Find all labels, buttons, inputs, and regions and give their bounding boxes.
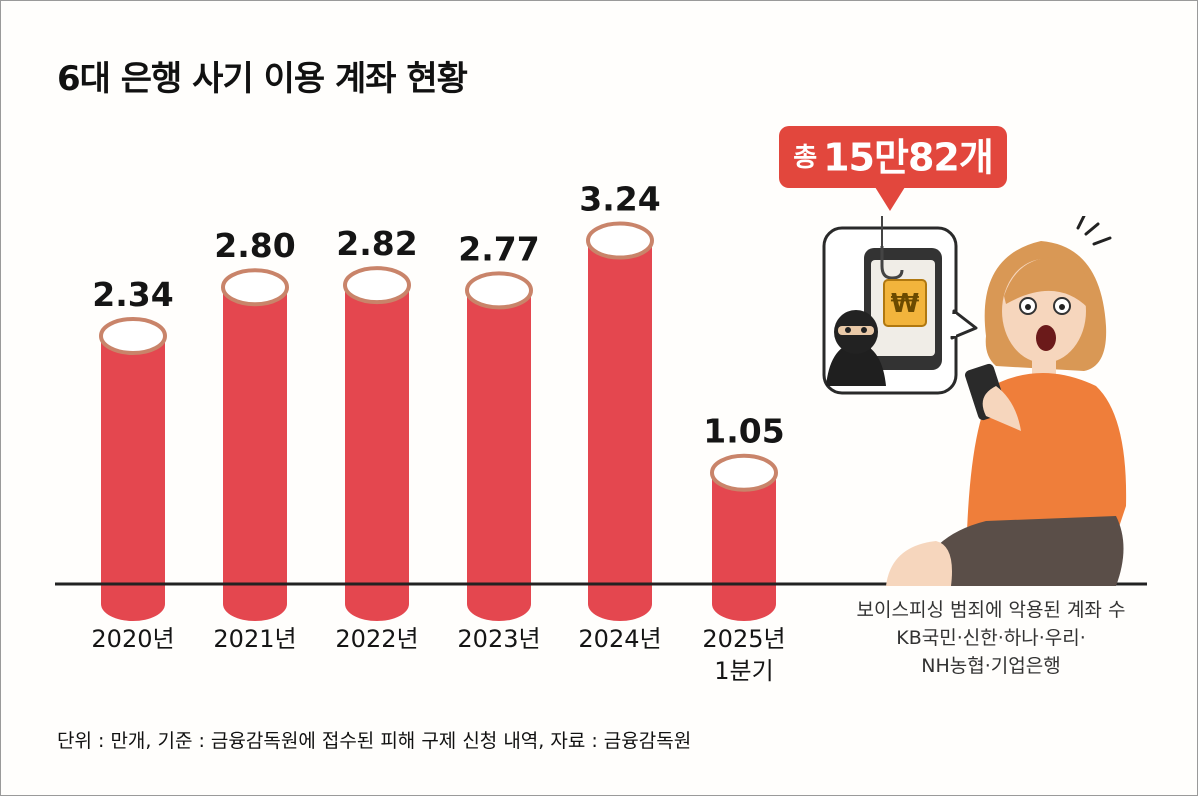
total-accounts-callout: 총 15만82개 <box>779 126 1007 188</box>
caption-line: NH농협·기업은행 <box>921 655 1061 677</box>
bar-value-label: 1.05 <box>703 412 784 451</box>
illustration-caption: 보이스피싱 범죄에 악용된 계좌 수 KB국민·신한·하나·우리· NH농협·기… <box>821 596 1161 680</box>
bar-cylinder-top <box>586 221 654 260</box>
won-sign-icon: ₩ <box>883 279 927 327</box>
bar-cylinder-top <box>99 316 167 355</box>
bar-cylinder-body <box>101 335 165 621</box>
surprised-woman-figure <box>886 216 1127 586</box>
bar-cylinder-top <box>710 453 778 492</box>
bar-cylinder-top <box>221 268 289 307</box>
callout-prefix: 총 <box>793 142 818 173</box>
callout-pointer <box>875 187 905 211</box>
svg-text:₩: ₩ <box>891 289 920 319</box>
caption-line: KB국민·신한·하나·우리· <box>896 627 1086 649</box>
x-axis-tick-label: 1분기 <box>714 657 773 685</box>
chart-title: 6대 은행 사기 이용 계좌 현황 <box>57 59 468 99</box>
caption-line: 보이스피싱 범죄에 악용된 계좌 수 <box>856 599 1126 621</box>
x-axis-tick-label: 2024년 <box>578 625 661 653</box>
bar-cylinder-top <box>343 266 411 305</box>
bar-value-label: 2.80 <box>214 226 295 265</box>
voice-phishing-illustration: ₩ <box>822 216 1127 586</box>
callout-value: 15만82개 <box>823 135 994 180</box>
x-axis-tick-label: 2022년 <box>335 625 418 653</box>
x-axis-tick-label: 2023년 <box>457 625 540 653</box>
masked-thief-icon <box>826 310 886 386</box>
bar-cylinder-body <box>712 472 776 621</box>
x-axis-tick-label: 2025년 <box>702 625 785 653</box>
bar-cylinder-top <box>465 271 533 310</box>
bar-cylinder-body <box>345 285 409 621</box>
x-axis-tick-label: 2021년 <box>213 625 296 653</box>
source-footnote: 단위 : 만개, 기준 : 금융감독원에 접수된 피해 구제 신청 내역, 자료… <box>57 730 692 752</box>
bar-cylinder-body <box>223 287 287 621</box>
fish-hook-icon <box>880 216 904 280</box>
bar-cylinder-body <box>467 290 531 621</box>
bar-value-label: 2.77 <box>458 229 539 268</box>
bar-value-label: 2.82 <box>336 224 417 263</box>
bar-value-label: 2.34 <box>92 275 173 314</box>
bar-value-label: 3.24 <box>579 180 660 219</box>
x-axis-tick-label: 2020년 <box>91 625 174 653</box>
bar-cylinder-body <box>588 240 652 621</box>
